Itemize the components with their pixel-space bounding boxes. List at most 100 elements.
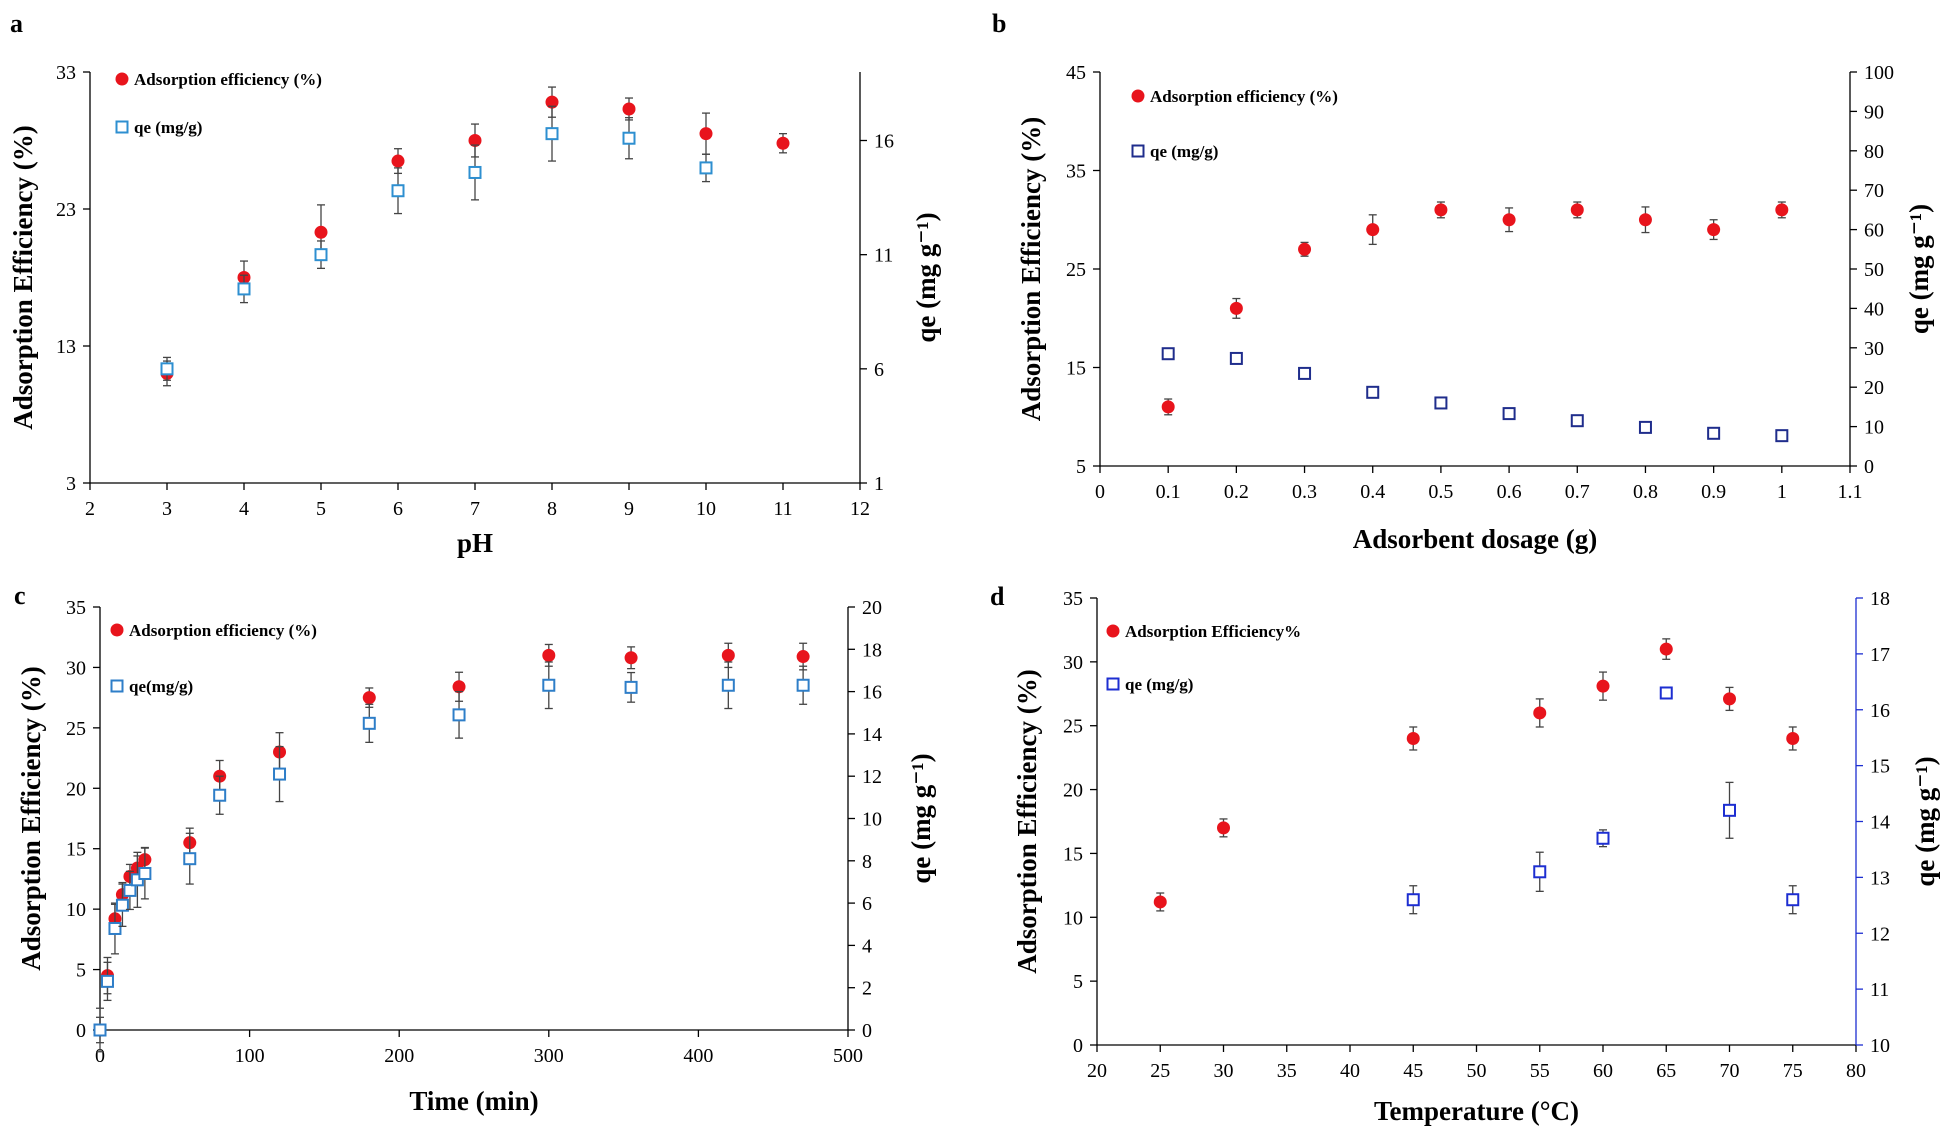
x-tick-label-c: 300 [534,1045,564,1067]
x-tick-label-b: 0.9 [1701,481,1726,503]
x-tick-label-c: 500 [833,1045,863,1067]
x-tick-label-c: 200 [384,1045,414,1067]
point-qe-d [1659,686,1673,700]
x-tick-label-d: 80 [1846,1060,1866,1082]
point-efficiency-b [1638,213,1652,227]
y2-tick-label-c: 2 [862,978,872,1000]
y2-tick-label-a: 11 [874,245,893,267]
x-tick-label-a: 3 [162,498,172,520]
legend-marker-qe-a [115,120,129,134]
point-qe-d [1786,893,1800,907]
y-tick-label-b: 35 [1066,161,1086,183]
panel-letter-d: d [990,582,1005,611]
legend-label-d: qe (mg/g) [1125,675,1193,694]
y-tick-label-d: 30 [1063,652,1083,674]
y2-tick-label-c: 6 [862,893,872,915]
point-qe-d [1723,803,1736,817]
y-tick-label-c: 15 [66,839,86,861]
y2-tick-label-b: 10 [1864,417,1884,439]
point-efficiency-c [542,648,556,662]
y2-tick-label-d: 18 [1870,588,1890,610]
point-efficiency-c [452,680,466,694]
y2-tick-label-c: 16 [862,682,882,704]
x-axis-title-b: Adsorbent dosage (g) [1353,524,1598,554]
point-qe-b [1298,366,1312,380]
x-tick-label-a: 2 [85,498,95,520]
x-tick-label-b: 0.5 [1428,481,1453,503]
y2-tick-label-b: 80 [1864,141,1884,163]
point-qe-b [1502,407,1516,421]
y2-tick-label-c: 12 [862,766,882,788]
point-efficiency-a [699,127,713,141]
y2-tick-label-b: 100 [1864,62,1894,84]
y2-tick-label-d: 13 [1870,867,1890,889]
point-qe-c [183,852,197,866]
x-tick-label-d: 40 [1340,1060,1360,1082]
point-qe-c [123,883,137,897]
x-tick-label-a: 6 [393,498,403,520]
point-qe-b [1366,385,1380,399]
y-tick-label-b: 5 [1076,456,1086,478]
point-qe-c [721,678,735,692]
y2-tick-label-d: 15 [1870,756,1890,778]
y2-tick-label-b: 90 [1864,101,1884,123]
point-qe-c [93,1023,107,1037]
point-qe-c [273,767,287,781]
y-tick-label-c: 30 [66,657,86,679]
x-tick-label-d: 25 [1150,1060,1170,1082]
legend-label-a: Adsorption efficiency (%) [134,70,322,89]
x-tick-label-d: 30 [1214,1060,1234,1082]
point-efficiency-c [796,650,810,664]
point-efficiency-b [1229,301,1243,315]
x-tick-label-a: 4 [239,498,249,520]
y2-tick-label-c: 10 [862,809,882,831]
legend-marker-qe-c [110,679,124,693]
y-tick-label-d: 35 [1063,588,1083,610]
point-qe-d [1406,893,1420,907]
x-tick-label-a: 8 [547,498,557,520]
point-qe-a [699,161,713,175]
x-tick-label-b: 0.8 [1633,481,1658,503]
y-tick-label-c: 10 [66,899,86,921]
panel-c: c 0 100 200 300 400 500 0 5 10 15 20 25 30 35 0 2 4 6 8 10 12… [14,581,936,1116]
point-efficiency-d [1153,895,1167,909]
point-efficiency-b [1434,203,1448,217]
y2-tick-label-b: 70 [1864,180,1884,202]
point-efficiency-c [624,651,638,665]
y2-axis-title-b: qe (mg g⁻¹) [1904,204,1934,334]
x-tick-label-d: 20 [1087,1060,1107,1082]
panel-letter-a: a [10,9,23,38]
point-qe-c [542,678,556,692]
point-efficiency-d [1659,642,1673,656]
y-axis-title-c: Adsorption Efficiency (%) [16,666,46,970]
point-qe-c [624,680,638,694]
panel-a: a2 3 4 5 6 7 8 9 10 11 123132333161116pHAdsorption… [8,9,941,558]
point-qe-a [314,248,328,262]
x-tick-label-b: 0.2 [1224,481,1249,503]
y2-tick-label-a: 16 [874,131,894,153]
point-qe-c [213,788,227,802]
y-tick-label-c: 25 [66,718,86,740]
x-tick-label-d: 70 [1720,1060,1740,1082]
y-tick-label-a: 33 [56,62,76,84]
point-qe-b [1775,429,1789,443]
x-tick-label-a: 10 [696,498,716,520]
point-efficiency-d [1723,692,1736,706]
panel-letter-b: b [992,9,1006,38]
point-efficiency-d [1217,821,1230,835]
point-qe-c [108,921,122,935]
y-tick-label-c: 0 [76,1020,86,1042]
point-qe-a [391,184,405,198]
x-axis-title-c: Time (min) [409,1086,538,1116]
y2-axis-title-c: qe (mg g⁻¹) [906,753,936,883]
y-tick-label-d: 10 [1063,907,1083,929]
x-tick-label-d: 55 [1530,1060,1550,1082]
point-qe-a [545,127,559,141]
y-tick-label-b: 45 [1066,62,1086,84]
legend-label-b: Adsorption efficiency (%) [1150,87,1338,106]
x-tick-label-d: 60 [1593,1060,1613,1082]
y2-tick-label-b: 60 [1864,220,1884,242]
point-qe-c [138,866,152,880]
panel-d: d 20 25 30 35 40 45 50 55 60 65 70 75 80 0 5 10 15 20 25 30 3… [990,582,1940,1126]
